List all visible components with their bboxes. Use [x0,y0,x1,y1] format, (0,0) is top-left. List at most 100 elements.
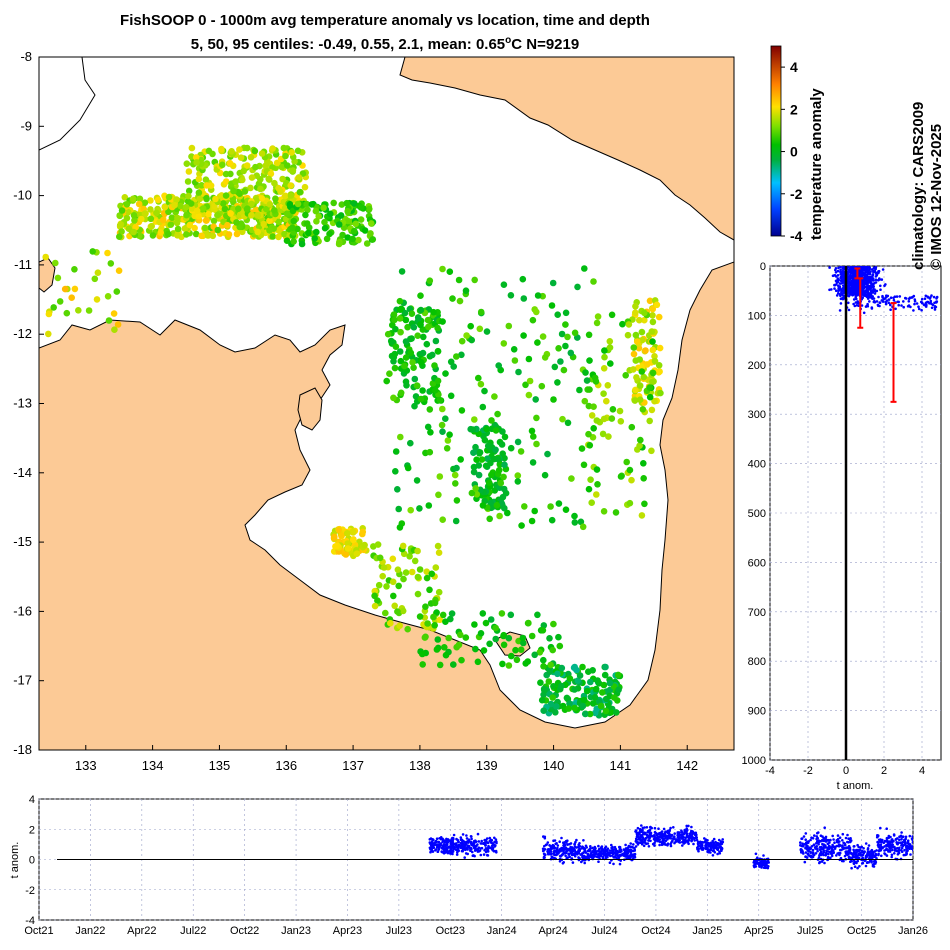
profile-point [893,299,896,302]
time-series-point [889,844,892,847]
map-point [529,428,536,435]
map-xtick-label: 135 [209,758,231,773]
map-point [344,530,351,537]
time-series-point [873,865,876,868]
time-series-point [833,846,836,849]
time-series-point [683,842,686,845]
profile-ytick-label: 0 [760,261,766,273]
profile-point [875,275,878,278]
time-series-point [567,853,570,856]
time-series-point [880,844,883,847]
map-point [554,671,561,678]
map-point [244,145,251,152]
time-series-point [445,838,448,841]
time-series-point [624,844,627,847]
profile-point [830,288,833,291]
time-series-point [686,832,689,835]
map-point [437,397,444,404]
map-point [71,266,78,273]
time-series-point [925,843,928,846]
time-series-point [905,836,908,839]
time-series-point [658,844,661,847]
time-series-point [815,845,818,848]
map-point [390,593,397,600]
map-point [227,171,234,178]
profile-point [851,294,854,297]
map-point [171,202,178,209]
time-series-point [924,844,927,847]
map-point [584,377,591,384]
time-series-point [885,827,888,830]
time-series-point [800,845,803,848]
time-series-point [846,841,849,844]
time-series-point [491,839,494,842]
map-point [305,230,312,237]
time-series-point [873,863,876,866]
time-series-point [583,862,586,865]
profile-point [855,301,858,304]
time-series-point [673,842,676,845]
map-point [515,478,522,485]
map-point [148,223,155,230]
time-series-point [809,839,812,842]
time-series-point [823,862,826,865]
map-point [248,154,255,161]
map-point [472,646,479,653]
time-series-point [819,848,822,851]
time-series-point [923,833,926,836]
map-point [491,393,498,400]
map-point [259,150,266,157]
time-series-point [895,838,898,841]
map-point [411,403,418,410]
time-series-point [916,851,919,854]
time-series-point [927,842,930,845]
time-series-point [892,840,895,843]
time-series-point [931,844,934,847]
time-series-point [909,853,912,856]
profile-point [918,308,921,311]
map-point [426,587,433,594]
map-point [511,346,518,353]
map-point [392,365,399,372]
profile-point [837,287,840,290]
map-point [62,286,69,293]
map-point [431,622,438,629]
map-point [630,366,637,373]
time-series-point [435,840,438,843]
time-series-point [493,837,496,840]
profile-point [836,294,839,297]
map-point [353,221,360,228]
time-series-point [929,845,932,848]
map-point [409,310,416,317]
time-series-point [931,844,934,847]
time-series-point [883,849,886,852]
time-series-point [652,835,655,838]
map-point [445,635,452,642]
map-point [644,361,651,368]
map-point [174,215,181,222]
time-series-point [830,853,833,856]
profile-point [835,267,838,270]
map-point [395,566,402,573]
map-point [650,319,657,326]
map-point [431,362,438,369]
map-point [607,360,614,367]
time-series-point [456,839,459,842]
map-point [610,406,617,413]
time-series-point [636,835,639,838]
colorbar-tick-label: 2 [790,101,798,117]
time-series-point [889,847,892,850]
time-series-point [589,849,592,852]
time-series-point [886,839,889,842]
map-point [238,154,245,161]
map-point [443,652,450,659]
map-point [327,211,334,218]
time-series-point [807,849,810,852]
map-point [414,477,421,484]
time-series-point [912,841,915,844]
map-point [390,556,397,563]
map-point [409,359,416,366]
map-point [336,241,343,248]
map-point [546,635,553,642]
time-series-point [931,847,934,850]
